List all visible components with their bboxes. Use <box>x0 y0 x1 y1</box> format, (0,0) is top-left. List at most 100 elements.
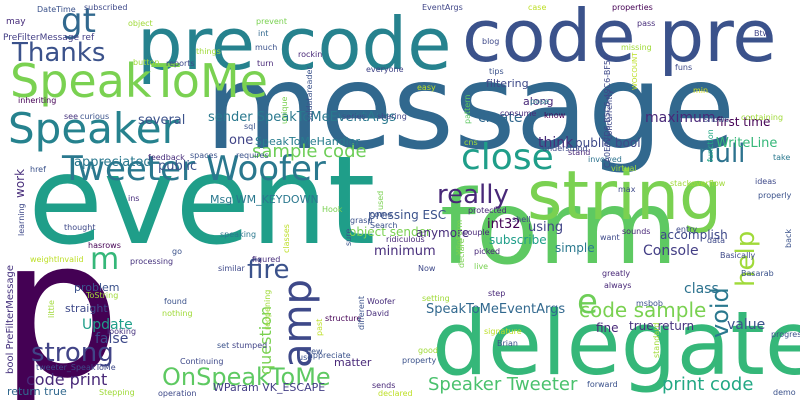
word: inheriting <box>18 96 57 105</box>
word: filtering <box>486 77 529 90</box>
word: true return <box>629 319 695 333</box>
word: entry <box>676 225 698 234</box>
word: learning <box>17 203 26 236</box>
word: pre code <box>137 2 452 86</box>
word: subscribed <box>84 3 128 12</box>
word: Msg WM_KEYDOWN <box>210 193 319 206</box>
word: ideas <box>755 177 777 186</box>
word: prevent <box>256 17 287 26</box>
word: sample code <box>252 141 367 162</box>
word: object <box>128 19 153 28</box>
word: live <box>474 262 489 271</box>
word: return true <box>7 385 67 398</box>
word: along <box>523 95 554 108</box>
word: think <box>538 135 574 151</box>
word: event <box>28 130 376 272</box>
word: code sample <box>579 298 707 322</box>
word: message <box>205 38 736 176</box>
word: Search <box>370 221 398 230</box>
word: pass <box>637 19 656 28</box>
word: accomplish <box>660 228 728 242</box>
word: little <box>47 300 56 318</box>
word: similar <box>218 264 245 273</box>
word: SpeakToMeHandler <box>255 135 360 148</box>
word: first time <box>716 115 771 129</box>
word: may <box>6 17 26 27</box>
word: virtual <box>611 164 637 173</box>
word: unique <box>280 96 289 124</box>
word: declared <box>378 389 413 398</box>
word: always <box>604 281 632 290</box>
word: processing <box>130 257 174 266</box>
word: fire <box>247 255 290 285</box>
word: come <box>370 210 393 219</box>
word: code print <box>26 370 108 389</box>
word: several <box>138 113 186 128</box>
word: int <box>258 29 269 38</box>
word: anymore <box>416 226 470 240</box>
word: properly <box>758 191 792 200</box>
word: msbob <box>636 299 664 308</box>
word: one <box>229 133 254 148</box>
word: SpeakToMeEventArgs <box>426 302 566 317</box>
word: function <box>706 129 715 162</box>
word: grasp <box>350 216 373 225</box>
word: step <box>488 289 506 298</box>
word: Speaker <box>8 104 179 153</box>
word: Btw <box>754 29 770 38</box>
word: consume <box>500 109 537 118</box>
word: maximum <box>645 110 716 126</box>
word: things <box>196 47 221 56</box>
word: max <box>618 185 636 194</box>
word: signature <box>484 327 522 336</box>
word: setting <box>422 294 450 303</box>
word: DateTime <box>37 5 76 14</box>
word: curious <box>80 112 110 121</box>
word: SpeakToMe <box>10 54 268 108</box>
word: new <box>306 347 323 356</box>
word: strong <box>31 338 114 368</box>
word: cns <box>464 138 478 147</box>
word: CA0E97D6-B5C6-49C6-BF58 <box>603 54 612 168</box>
word: create <box>478 110 523 126</box>
word: different <box>357 296 366 330</box>
word: case <box>528 3 547 12</box>
word: close <box>461 137 554 178</box>
word: EventArgs <box>422 3 463 12</box>
word: nothing <box>162 309 193 318</box>
word: using <box>528 220 564 235</box>
word: understood <box>542 144 588 153</box>
word: simple <box>555 241 595 255</box>
word: WOCOUNT <box>631 52 639 90</box>
word: Basarab <box>741 269 774 278</box>
word: reopening <box>263 289 272 330</box>
word: containing <box>741 113 784 122</box>
word: matter <box>334 356 372 369</box>
word: picked <box>474 247 501 256</box>
word: figured <box>252 255 281 264</box>
word: forward <box>587 380 618 389</box>
word: sql <box>244 122 256 131</box>
word: couple <box>463 228 490 237</box>
word: classes <box>282 224 291 253</box>
word: past <box>315 318 324 336</box>
word: data <box>707 236 726 245</box>
word: appreciated <box>74 155 152 170</box>
word: stackoverflow <box>670 179 726 188</box>
word: standard <box>652 322 661 358</box>
word: progress <box>771 330 800 339</box>
word: go <box>172 247 182 256</box>
word: bool PreFilterMessage <box>5 264 16 374</box>
word: print code <box>662 374 754 395</box>
word: thought <box>64 223 96 232</box>
word: tips <box>489 67 504 76</box>
word: greatly <box>602 269 631 278</box>
word: false <box>95 331 129 347</box>
word: sharing <box>377 112 407 121</box>
word: minimum <box>374 244 436 259</box>
word: good <box>418 346 438 355</box>
word: Update <box>82 317 133 333</box>
word: Speaker Tweeter <box>428 374 578 395</box>
word: back <box>784 228 793 248</box>
